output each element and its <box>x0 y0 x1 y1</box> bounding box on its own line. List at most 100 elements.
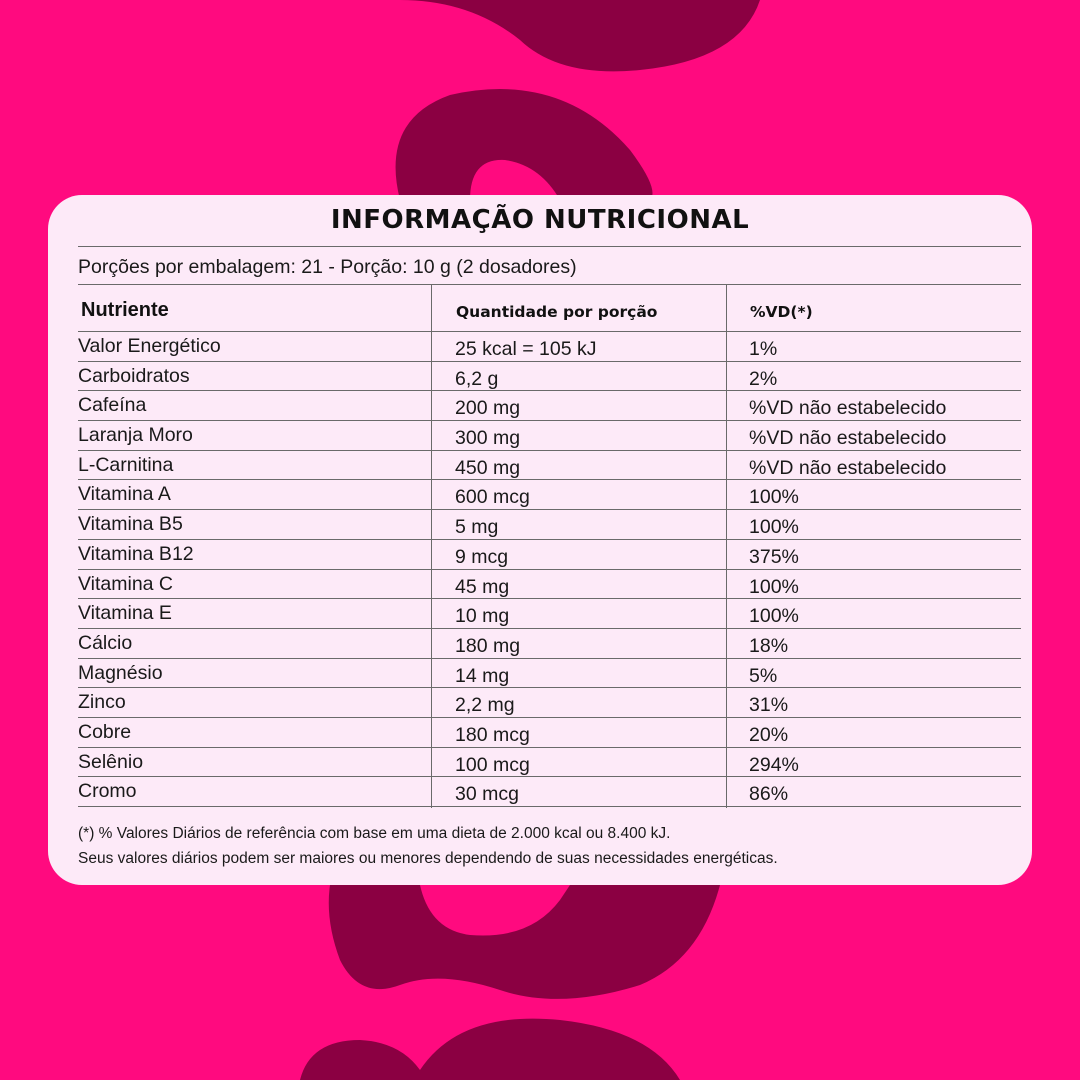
lower-swirl <box>328 885 720 999</box>
quantity-cell: 9 mcg <box>455 545 509 568</box>
header-vd: %VD(*) <box>750 303 813 321</box>
row-divider <box>78 657 1021 659</box>
table-title: INFORMAÇÃO NUTRICIONAL <box>330 205 750 235</box>
row-divider <box>78 746 1021 748</box>
divider <box>78 284 1021 285</box>
row-divider <box>78 716 1021 718</box>
nutrient-cell: Laranja Moro <box>78 424 193 447</box>
nutrient-cell: Cafeína <box>78 394 147 417</box>
vd-cell: 5% <box>749 664 778 687</box>
portion-info: Porções por embalagem: 21 - Porção: 10 g… <box>78 256 577 278</box>
vd-cell: 100% <box>749 486 799 509</box>
nutrient-cell: Cobre <box>78 720 132 743</box>
quantity-cell: 5 mg <box>455 516 499 539</box>
nutrient-cell: Magnésio <box>78 661 163 684</box>
quantity-cell: 180 mg <box>455 634 521 657</box>
quantity-cell: 25 kcal = 105 kJ <box>455 338 597 360</box>
vd-cell: 100% <box>749 605 799 628</box>
footnote: (*) % Valores Diários de referência com … <box>78 821 778 871</box>
table-row: Vitamina E 10 mg 100% <box>48 599 1032 629</box>
header-nutrient: Nutriente <box>81 299 169 321</box>
vd-cell: 100% <box>749 516 799 539</box>
nutrition-facts-card: INFORMAÇÃO NUTRICIONAL Porções por embal… <box>48 195 1032 885</box>
divider <box>78 246 1021 247</box>
vd-cell: 31% <box>749 694 789 717</box>
table-row: Cafeína 200 mg %VD não estabelecido <box>48 391 1032 422</box>
row-divider <box>78 687 1021 689</box>
nutrient-rows: Valor Energético 25 kcal = 105 kJ 1% Carboi… <box>48 332 1032 807</box>
nutrient-cell: Vitamina B5 <box>78 513 183 536</box>
nutrient-cell: Valor Energético <box>78 335 221 357</box>
row-divider <box>78 449 1021 451</box>
table-row: Vitamina B5 5 mg 100% <box>48 510 1032 540</box>
vd-cell: %VD não estabelecido <box>749 427 947 450</box>
quantity-cell: 45 mg <box>455 575 510 598</box>
bottom-blob <box>300 1018 680 1080</box>
vd-cell: 1% <box>749 338 778 360</box>
vd-cell: 294% <box>749 753 799 776</box>
quantity-cell: 30 mcg <box>455 783 519 806</box>
nutrient-cell: Cálcio <box>78 631 133 654</box>
vd-cell: 86% <box>749 783 789 806</box>
table-row: Vitamina B12 9 mcg 375% <box>48 540 1032 570</box>
quantity-cell: 600 mcg <box>455 486 530 509</box>
row-divider <box>78 509 1021 511</box>
nutrient-cell: Zinco <box>78 691 126 714</box>
row-divider <box>78 806 1021 807</box>
quantity-cell: 100 mcg <box>455 753 530 776</box>
quantity-cell: 300 mg <box>455 427 521 450</box>
divider <box>78 331 1021 332</box>
table-row: Carboidratos 6,2 g 2% <box>48 362 1032 392</box>
nutrient-cell: Vitamina E <box>78 602 172 625</box>
row-divider <box>78 776 1021 778</box>
row-divider <box>78 360 1021 362</box>
table-row: Laranja Moro 300 mg %VD não estabelecido <box>48 421 1032 451</box>
row-divider <box>78 538 1021 540</box>
vd-cell: 18% <box>749 634 789 657</box>
middle-swirl <box>395 89 653 200</box>
table-row: Cálcio 180 mg 18% <box>48 629 1032 659</box>
header-quantity: Quantidade por porção <box>456 303 658 321</box>
vd-cell: %VD não estabelecido <box>749 397 947 420</box>
column-divider <box>726 285 727 808</box>
vd-cell: 100% <box>749 575 799 598</box>
row-divider <box>78 568 1021 570</box>
quantity-cell: 10 mg <box>455 605 510 628</box>
table-row: Vitamina A 600 mcg 100% <box>48 480 1032 511</box>
nutrient-cell: Cromo <box>78 780 137 803</box>
footnote-line: Seus valores diários podem ser maiores o… <box>78 850 778 867</box>
quantity-cell: 6,2 g <box>455 367 499 390</box>
nutrient-cell: Vitamina B12 <box>78 542 194 565</box>
quantity-cell: 180 mcg <box>455 723 530 746</box>
vd-cell: 20% <box>749 723 789 746</box>
table-row: Valor Energético 25 kcal = 105 kJ 1% <box>48 332 1032 362</box>
row-divider <box>78 598 1021 600</box>
footnote-line: (*) % Valores Diários de referência com … <box>78 825 671 842</box>
row-divider <box>78 390 1021 392</box>
table-row: Cobre 180 mcg 20% <box>48 718 1032 748</box>
quantity-cell: 14 mg <box>455 664 510 687</box>
row-divider <box>78 479 1021 481</box>
table-row: Selênio 100 mcg 294% <box>48 748 1032 778</box>
nutrient-cell: Selênio <box>78 750 144 773</box>
nutrient-cell: Carboidratos <box>78 364 190 387</box>
quantity-cell: 200 mg <box>455 397 521 420</box>
vd-cell: %VD não estabelecido <box>749 456 947 479</box>
nutrient-cell: L-Carnitina <box>78 453 174 476</box>
table-row: L-Carnitina 450 mg %VD não estabelecido <box>48 451 1032 481</box>
nutrient-cell: Vitamina C <box>78 572 174 595</box>
column-divider <box>431 285 432 808</box>
quantity-cell: 2,2 mg <box>455 694 515 717</box>
quantity-cell: 450 mg <box>455 456 521 479</box>
table-row: Vitamina C 45 mg 100% <box>48 570 1032 600</box>
table-row: Cromo 30 mcg 86% <box>48 777 1032 807</box>
top-blob <box>400 0 760 72</box>
table-row: Magnésio 14 mg 5% <box>48 659 1032 689</box>
row-divider <box>78 420 1021 422</box>
row-divider <box>78 627 1021 629</box>
table-row: Zinco 2,2 mg 31% <box>48 688 1032 718</box>
vd-cell: 375% <box>749 545 799 568</box>
nutrient-cell: Vitamina A <box>78 483 171 506</box>
vd-cell: 2% <box>749 367 778 390</box>
